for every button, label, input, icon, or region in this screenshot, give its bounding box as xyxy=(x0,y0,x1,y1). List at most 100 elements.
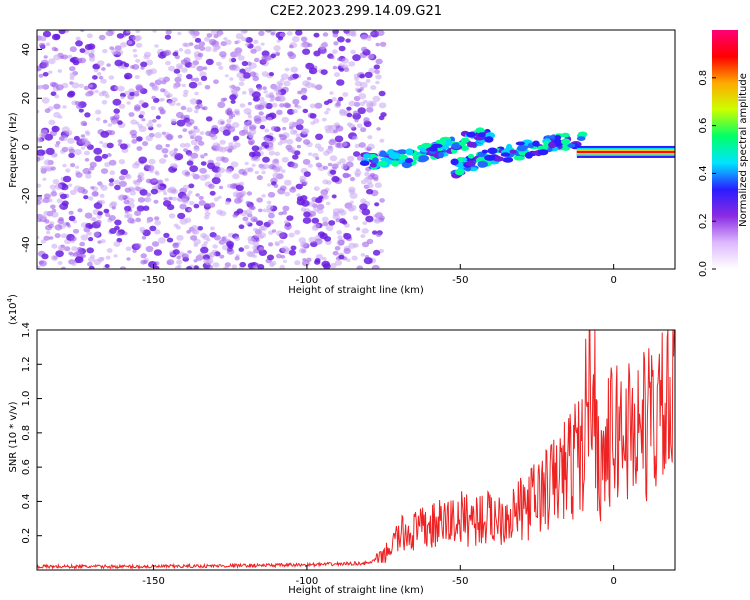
noise-point xyxy=(106,142,114,149)
noise-point xyxy=(363,120,372,128)
noise-point xyxy=(85,93,90,97)
noise-point xyxy=(132,48,137,53)
noise-point xyxy=(340,164,348,170)
noise-point xyxy=(71,262,77,267)
noise-point xyxy=(58,30,66,35)
noise-point xyxy=(374,69,381,75)
noise-point xyxy=(234,236,241,242)
noise-point xyxy=(145,245,154,253)
noise-point xyxy=(118,103,126,109)
noise-point xyxy=(286,215,294,221)
noise-point xyxy=(124,214,130,219)
noise-point xyxy=(319,48,327,55)
noise-point xyxy=(72,228,80,234)
noise-point xyxy=(118,159,126,165)
noise-point xyxy=(292,36,300,43)
noise-point xyxy=(185,121,192,127)
noise-point xyxy=(245,37,253,43)
noise-point xyxy=(186,266,193,269)
noise-point xyxy=(254,170,259,175)
noise-point xyxy=(247,167,254,173)
noise-point xyxy=(138,99,145,105)
signal-point xyxy=(404,158,414,164)
noise-point xyxy=(68,152,75,158)
noise-point xyxy=(142,205,150,211)
noise-point xyxy=(151,241,160,247)
noise-point xyxy=(256,220,264,227)
noise-point xyxy=(53,111,61,118)
noise-point xyxy=(349,177,356,182)
noise-point xyxy=(358,142,366,148)
noise-point xyxy=(51,125,60,133)
noise-point xyxy=(66,91,75,98)
noise-point xyxy=(127,40,133,45)
noise-point xyxy=(257,208,263,213)
noise-point xyxy=(336,142,344,149)
noise-point xyxy=(196,65,204,72)
noise-point xyxy=(184,217,192,223)
noise-point xyxy=(174,265,181,269)
noise-point xyxy=(239,181,245,186)
noise-point xyxy=(240,190,247,196)
noise-point xyxy=(37,218,42,223)
noise-point xyxy=(120,42,127,48)
signal-point xyxy=(524,152,533,159)
noise-point xyxy=(112,51,117,56)
noise-point xyxy=(40,239,47,244)
noise-point xyxy=(367,35,371,39)
noise-point xyxy=(330,55,335,60)
noise-point xyxy=(228,85,234,89)
noise-point xyxy=(352,54,361,62)
noise-point xyxy=(69,46,77,53)
noise-point xyxy=(204,202,210,207)
noise-point xyxy=(375,42,380,47)
noise-point xyxy=(279,103,285,108)
snr-x-ticks: -150 -100 -50 0 xyxy=(142,565,617,587)
noise-point xyxy=(278,95,286,102)
noise-point xyxy=(271,229,277,233)
noise-point xyxy=(95,109,102,115)
noise-point xyxy=(217,167,225,174)
noise-point xyxy=(118,175,126,181)
noise-point xyxy=(213,79,219,84)
noise-point xyxy=(158,158,167,164)
noise-point xyxy=(120,95,125,100)
noise-point xyxy=(134,185,141,191)
signal-point xyxy=(548,141,556,149)
noise-point xyxy=(154,229,161,235)
noise-point xyxy=(186,230,192,234)
noise-point xyxy=(68,215,76,222)
noise-point xyxy=(83,227,91,233)
noise-point xyxy=(231,264,238,269)
noise-point xyxy=(75,36,81,41)
noise-point xyxy=(87,261,93,267)
noise-point xyxy=(151,95,157,100)
x-tick-label: -50 xyxy=(452,576,468,587)
noise-point xyxy=(288,121,297,128)
noise-point xyxy=(356,155,364,161)
noise-point xyxy=(198,41,206,47)
noise-point xyxy=(98,34,106,41)
noise-point xyxy=(209,251,217,258)
noise-point xyxy=(58,204,64,209)
noise-point xyxy=(109,46,115,50)
noise-point xyxy=(342,173,349,178)
noise-point xyxy=(366,106,374,113)
noise-point xyxy=(238,224,245,229)
noise-point xyxy=(135,85,144,93)
noise-point xyxy=(250,48,257,54)
noise-point xyxy=(161,148,169,154)
noise-point xyxy=(243,121,251,128)
noise-point xyxy=(65,130,73,136)
noise-point xyxy=(51,211,59,218)
noise-point xyxy=(363,257,373,265)
noise-point xyxy=(252,75,259,82)
noise-point xyxy=(284,67,290,72)
noise-point xyxy=(235,33,244,40)
x-tick-label: -150 xyxy=(142,275,165,286)
noise-point xyxy=(360,127,367,133)
noise-point xyxy=(283,219,290,225)
noise-point xyxy=(213,234,221,241)
x-tick-label: 0 xyxy=(610,275,616,286)
noise-point xyxy=(133,54,138,58)
